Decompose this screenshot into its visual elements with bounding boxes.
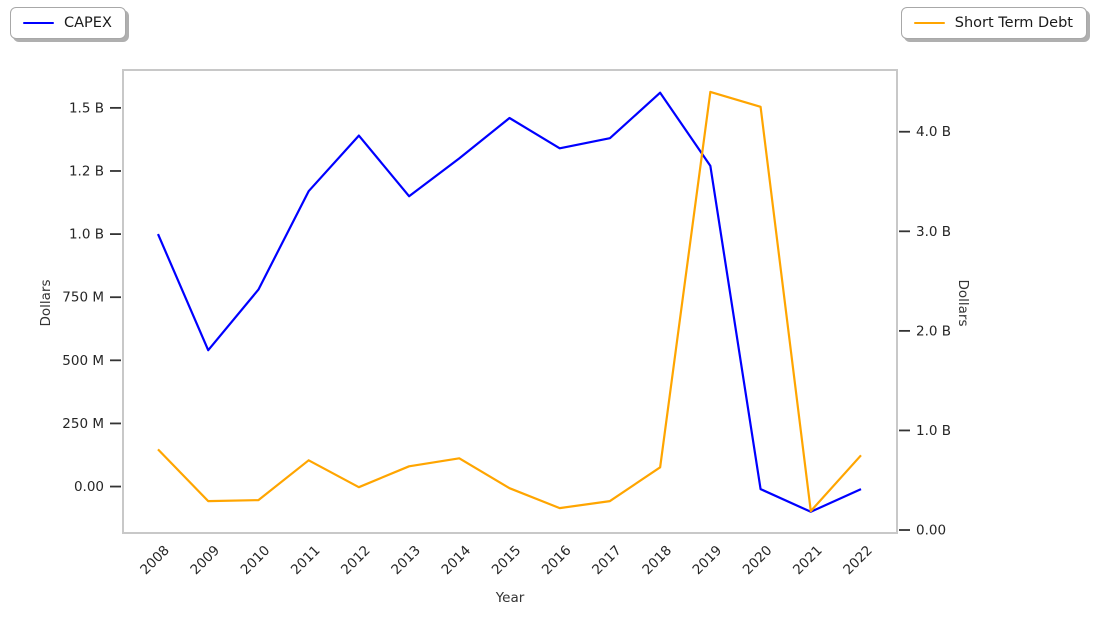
x-tick-label: 2019: [690, 543, 726, 579]
legend-short-term-debt[interactable]: Short Term Debt: [900, 7, 1087, 39]
x-tick-label: 2013: [388, 543, 424, 579]
short-term-debt-line: [157, 90, 862, 513]
x-tick-label: 2011: [288, 543, 324, 579]
y-left-tick-label: 750 M: [62, 290, 104, 306]
y-left-tick-label: 1.0 B: [69, 227, 104, 243]
short-term-debt-legend-label: Short Term Debt: [954, 15, 1073, 31]
x-axis: 2008 2009 2010 2011 2012 2013 2014 2015 2016 2017…: [137, 543, 876, 579]
y-right-tick-label: 3.0 B: [916, 224, 951, 240]
x-tick-label: 2015: [489, 543, 525, 579]
y-left-tick-label: 250 M: [62, 416, 104, 432]
plot-frame: [122, 69, 898, 534]
x-tick-label: 2008: [137, 543, 173, 579]
x-tick-label: 2014: [439, 543, 475, 579]
capex-line: [156, 91, 862, 513]
short-term-debt-line-swatch: [913, 21, 945, 25]
y-axis-right: 4.0 B 3.0 B 2.0 B 1.0 B 0.00: [899, 124, 951, 539]
y-axis-left: 1.5 B 1.2 B 1.0 B 750 M 500 M 250 M 0.00: [62, 100, 121, 495]
y-left-tick-label: 0.00: [74, 479, 104, 495]
y-right-tick-label: 4.0 B: [916, 124, 951, 140]
y-right-tick-label: 1.0 B: [916, 423, 951, 439]
y-axis-label-right: Dollars: [955, 279, 971, 327]
capex-line-swatch: [23, 21, 54, 25]
x-axis-label: Year: [495, 590, 525, 606]
y-right-tick-label: 0.00: [916, 523, 946, 539]
x-tick-label: 2010: [238, 543, 274, 579]
x-tick-label: 2016: [539, 543, 575, 579]
y-left-tick-label: 1.5 B: [69, 100, 104, 116]
x-tick-label: 2021: [790, 543, 826, 579]
y-left-tick-label: 500 M: [62, 353, 104, 369]
capex-legend-label: CAPEX: [64, 15, 112, 31]
x-tick-label: 2022: [840, 543, 876, 579]
x-tick-label: 2018: [639, 543, 675, 579]
y-axis-label-left: Dollars: [38, 279, 54, 327]
x-tick-label: 2017: [589, 543, 625, 579]
x-tick-label: 2012: [338, 543, 374, 579]
y-right-tick-label: 2.0 B: [916, 323, 951, 339]
x-tick-label: 2009: [187, 543, 223, 579]
y-left-tick-label: 1.2 B: [69, 163, 104, 179]
legend-capex[interactable]: CAPEX: [10, 7, 126, 39]
x-tick-label: 2020: [740, 543, 776, 579]
